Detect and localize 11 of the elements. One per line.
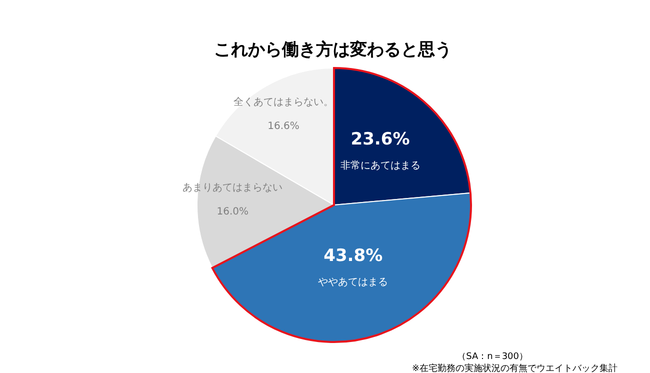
data-label: 43.8% [324,246,383,266]
data-label: 16.6% [268,121,300,132]
slice-label: ややあてはまる [318,276,388,288]
data-label: 16.0% [216,206,249,218]
data-label: 23.6% [350,129,410,150]
slice-label: あまりあてはまらない [182,182,283,194]
text: （SA：n＝300） [457,352,528,362]
slice-label: 非常にあてはまる [340,159,420,172]
slice-label: 全くあてはまらない。 [233,96,334,108]
chart-title: これから働き方は変わると思う [214,40,452,60]
text: ※在宅勤務の実施状況の有無でウエイトバック集計 [412,363,618,373]
